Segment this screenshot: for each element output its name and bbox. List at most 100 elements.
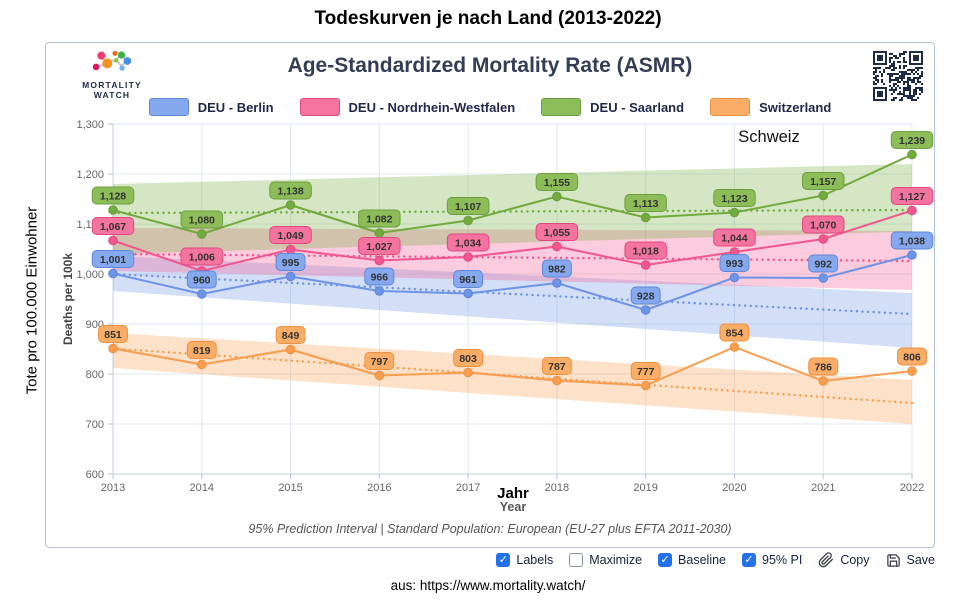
data-label: 1,055 bbox=[544, 227, 570, 239]
data-label-pill bbox=[897, 347, 927, 366]
y-tick-label: 800 bbox=[86, 369, 104, 381]
legend-item-deu-nordrhein-westfalen[interactable]: DEU - Nordrhein-Westfalen bbox=[299, 98, 515, 116]
confidence-band-deu-nordrhein-westfalen bbox=[113, 228, 912, 290]
chart-title: Age-Standardized Mortality Rate (ASMR) bbox=[287, 54, 693, 77]
floppy-save-icon bbox=[886, 553, 900, 567]
checkbox-label: Maximize bbox=[589, 553, 643, 567]
data-label-pill bbox=[890, 131, 934, 149]
y-tick-label: 1,000 bbox=[76, 269, 104, 281]
data-label: 1,138 bbox=[277, 186, 303, 198]
y-tick-label: 600 bbox=[86, 469, 104, 481]
data-label-pill bbox=[180, 247, 224, 266]
data-label: 819 bbox=[193, 345, 211, 357]
data-label-pill bbox=[91, 186, 135, 205]
data-label-pill bbox=[269, 226, 312, 244]
data-label-pill bbox=[446, 197, 490, 215]
legend-swatch bbox=[710, 98, 751, 116]
data-label: 1,049 bbox=[277, 230, 303, 242]
data-label: 993 bbox=[726, 258, 744, 270]
data-label: 803 bbox=[459, 353, 477, 365]
legend-swatch bbox=[148, 98, 189, 116]
logo-wordmark: MORTALITY WATCH bbox=[82, 80, 142, 100]
data-label-pill bbox=[269, 181, 312, 200]
data-label: 849 bbox=[282, 330, 300, 342]
data-label-pill bbox=[275, 253, 306, 271]
x-tick-label: 2020 bbox=[722, 482, 746, 494]
data-point bbox=[108, 343, 118, 354]
data-label-pill bbox=[186, 341, 217, 359]
data-label: 1,157 bbox=[810, 176, 836, 188]
annotation-jahr: Jahr bbox=[497, 485, 529, 502]
data-label: 797 bbox=[371, 356, 389, 368]
data-label: 1,027 bbox=[366, 241, 392, 253]
data-label-pill bbox=[808, 357, 839, 376]
data-point bbox=[818, 376, 829, 386]
data-label-pill bbox=[719, 323, 750, 342]
data-label-pill bbox=[630, 362, 661, 380]
data-point bbox=[196, 359, 207, 370]
data-label-pill bbox=[98, 325, 128, 343]
checkbox-pi[interactable]: ✓ 95% PI bbox=[742, 553, 802, 567]
data-point bbox=[552, 375, 562, 386]
mortality-watch-logo[interactable]: MORTALITY WATCH bbox=[60, 48, 164, 100]
x-tick-label: 2017 bbox=[456, 482, 480, 494]
data-label-pill bbox=[890, 231, 934, 250]
data-point bbox=[818, 190, 829, 201]
data-label-pill bbox=[535, 223, 579, 241]
checked-checkbox-icon: ✓ bbox=[496, 553, 511, 567]
x-tick-label: 2013 bbox=[101, 482, 125, 494]
data-point bbox=[640, 305, 651, 315]
x-tick-label: 2019 bbox=[633, 482, 657, 494]
data-label: 1,239 bbox=[899, 135, 925, 147]
data-label: 787 bbox=[548, 361, 566, 373]
series-line-deu-nordrhein-westfalen bbox=[112, 209, 913, 272]
data-point bbox=[285, 244, 296, 255]
data-label: 1,006 bbox=[189, 252, 215, 264]
data-point bbox=[818, 234, 829, 244]
data-label-pill bbox=[719, 254, 750, 272]
legend-item-deu-saarland[interactable]: DEU - Saarland bbox=[541, 98, 684, 116]
data-label: 786 bbox=[814, 362, 832, 374]
data-label: 1,034 bbox=[455, 238, 481, 250]
data-label: 1,080 bbox=[189, 215, 215, 227]
legend-item-deu-berlin[interactable]: DEU - Berlin bbox=[148, 98, 274, 116]
baseline-trend-deu-nordrhein-westfalen bbox=[111, 252, 914, 263]
data-label-pill bbox=[186, 270, 217, 289]
data-label-pill bbox=[713, 189, 756, 207]
data-label: 966 bbox=[371, 272, 389, 284]
data-label: 1,113 bbox=[633, 198, 659, 210]
checkbox-maximize[interactable]: ✓ Maximize bbox=[569, 553, 642, 567]
annotation-schweiz: Schweiz bbox=[738, 128, 799, 146]
confidence-band-switzerland bbox=[113, 333, 912, 424]
series-line-deu-berlin bbox=[112, 254, 913, 311]
checkbox-baseline[interactable]: ✓ Baseline bbox=[658, 553, 726, 567]
legend-item-switzerland[interactable]: Switzerland bbox=[710, 98, 831, 116]
data-label: 806 bbox=[903, 352, 921, 364]
page-title: Todeskurven je nach Land (2013-2022) bbox=[314, 8, 662, 29]
data-label-pill bbox=[630, 286, 661, 305]
controls-bar: ✓ Labels ✓ Maximize ✓ Baseline ✓ 95% PI Copy Sa… bbox=[45, 552, 935, 568]
data-point bbox=[108, 268, 118, 279]
data-label-pill bbox=[801, 172, 845, 190]
data-label-pill bbox=[535, 173, 579, 191]
data-label-pill bbox=[808, 254, 839, 273]
data-label: 1,123 bbox=[721, 193, 747, 205]
data-label: 995 bbox=[282, 257, 300, 269]
data-point bbox=[640, 212, 651, 223]
unchecked-checkbox-icon: ✓ bbox=[569, 553, 584, 567]
data-point bbox=[552, 241, 562, 252]
checkbox-labels[interactable]: ✓ Labels bbox=[496, 553, 553, 567]
data-label-pill bbox=[364, 267, 395, 286]
logo-molecule-icon bbox=[92, 50, 132, 71]
data-label-pill bbox=[713, 228, 756, 247]
copy-button[interactable]: Copy bbox=[818, 552, 870, 568]
data-point bbox=[285, 200, 296, 210]
data-point bbox=[729, 272, 740, 283]
x-axis-title: Year bbox=[500, 500, 527, 514]
y-axis-title: Deaths per 100k bbox=[61, 253, 75, 345]
save-button[interactable]: Save bbox=[886, 553, 935, 568]
paperclip-icon bbox=[818, 552, 834, 568]
data-point bbox=[196, 229, 207, 239]
x-tick-label: 2014 bbox=[190, 482, 214, 494]
